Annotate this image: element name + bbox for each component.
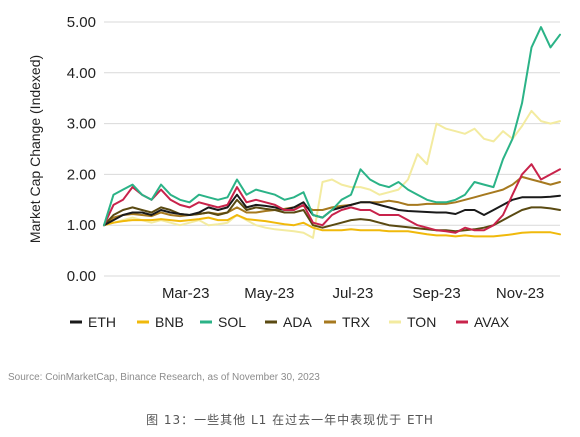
legend: ETH BNB SOL ADA TRX TON AVAX [70,314,510,330]
figure-caption: 图 13：一些其他 L1 在过去一年中表现优于 ETH [146,413,434,427]
x-tick-label: Nov-23 [496,285,544,302]
x-tick-label: Sep-23 [412,285,460,302]
legend-label: ETH [88,314,116,330]
legend-item-eth: ETH [70,314,116,330]
x-tick-label: May-23 [244,285,294,302]
y-axis-ticks: 0.00 1.00 2.00 3.00 4.00 5.00 [67,14,96,285]
chart: 0.00 1.00 2.00 3.00 4.00 5.00 Mar-23 May-23 Jul… [27,14,561,330]
legend-item-sol: SOL [200,314,246,330]
legend-label: AVAX [474,314,510,330]
legend-label: ADA [283,314,312,330]
series-line-sol [103,26,561,227]
series-line-avax [103,163,561,234]
legend-item-ada: ADA [265,314,312,330]
x-tick-label: Jul-23 [332,285,373,302]
series-lines [103,26,561,239]
legend-item-trx: TRX [324,314,371,330]
legend-item-bnb: BNB [137,314,184,330]
y-tick-label: 0.00 [67,268,96,285]
series-line-trx [103,175,561,227]
legend-label: SOL [218,314,246,330]
series-line-bnb [103,214,561,238]
legend-label: TRX [342,314,371,330]
y-tick-label: 5.00 [67,14,96,31]
y-tick-label: 2.00 [67,166,96,183]
y-axis-label: Market Cap Change (Indexed) [27,55,43,243]
y-tick-label: 3.00 [67,116,96,133]
y-tick-label: 1.00 [67,217,96,234]
legend-item-ton: TON [389,314,436,330]
legend-item-avax: AVAX [456,314,510,330]
source-note: Source: CoinMarketCap, Binance Research,… [8,372,320,383]
y-tick-label: 4.00 [67,65,96,82]
series-line-ton [103,109,561,239]
x-axis-ticks: Mar-23 May-23 Jul-23 Sep-23 Nov-23 [162,285,544,302]
x-tick-label: Mar-23 [162,285,210,302]
legend-label: BNB [155,314,184,330]
legend-label: TON [407,314,436,330]
gridlines [104,21,560,277]
